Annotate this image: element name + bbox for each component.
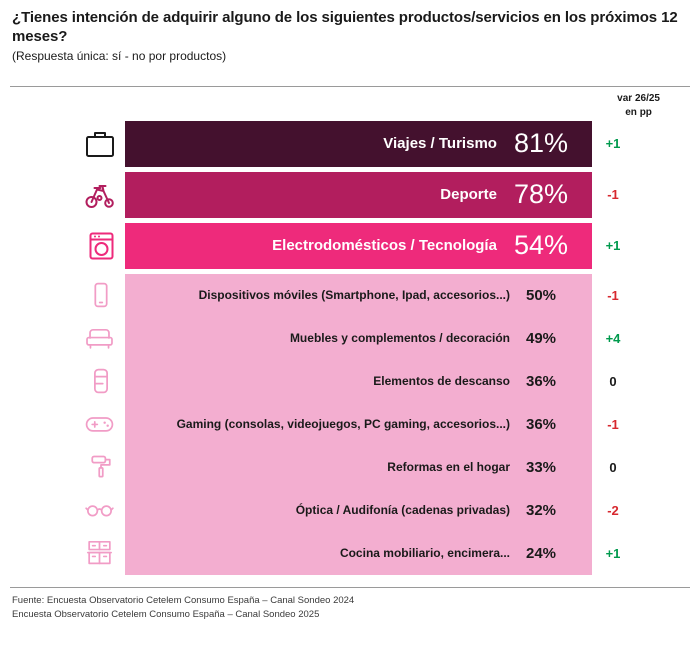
var-value: +4 [605, 330, 621, 346]
bar-row-electrodomesticos: Electrodomésticos / Tecnología 54% +1 [0, 222, 700, 269]
gamepad-icon [0, 403, 125, 446]
mattress-icon [0, 360, 125, 403]
row-value: 36% [526, 415, 557, 433]
row-label: Dispositivos móviles (Smartphone, Ipad, … [198, 288, 510, 302]
bar-value: 54% [513, 230, 568, 260]
row-value: 24% [526, 544, 557, 562]
bar-chart: Viajes / Turismo 81% +1 Deporte 78% -1 [0, 120, 700, 575]
row-value: 49% [526, 329, 557, 347]
bar-row-viajes-turismo: Viajes / Turismo 81% +1 [0, 120, 700, 167]
header: ¿Tienes intención de adquirir alguno de … [0, 0, 700, 63]
bar-deporte: Deporte 78% [125, 171, 592, 218]
top-divider [10, 85, 690, 87]
source-line-2: Encuesta Observatorio Cetelem Consumo Es… [12, 608, 320, 620]
exercise-bike-icon [0, 172, 125, 218]
bar-electrodomesticos: Electrodomésticos / Tecnología 54% [125, 222, 592, 269]
var-value: +1 [605, 545, 621, 561]
washing-machine-icon [0, 223, 125, 269]
suitcase-icon [0, 121, 125, 167]
paint-roller-icon [0, 446, 125, 489]
var-column: -1 +4 0 -1 0 -2 +1 [592, 274, 634, 575]
source-footer: Fuente: Encuesta Observatorio Cetelem Co… [0, 588, 700, 623]
var-column-header: var 26/25 en pp [617, 93, 660, 118]
page-subtitle: (Respuesta única: sí - no por productos) [12, 48, 227, 63]
bar-value: 78% [513, 179, 568, 209]
bar-label: Electrodomésticos / Tecnología [272, 237, 497, 254]
bottom-divider [10, 586, 690, 588]
var-value: +1 [605, 238, 621, 253]
source-line-1: Fuente: Encuesta Observatorio Cetelem Co… [12, 594, 355, 606]
var-value: -1 [607, 187, 619, 202]
bar-viajes-turismo: Viajes / Turismo 81% [125, 120, 592, 167]
row-value: 50% [526, 286, 557, 304]
row-label: Gaming (consolas, videojuegos, PC gaming… [176, 417, 510, 431]
panel-row-dispositivos-moviles: Dispositivos móviles (Smartphone, Ipad, … [125, 274, 592, 317]
var-value: -1 [607, 416, 619, 432]
bar-value: 81% [513, 128, 568, 158]
row-label: Cocina mobiliario, encimera... [339, 546, 510, 560]
light-pink-panel: Dispositivos móviles (Smartphone, Ipad, … [125, 273, 592, 575]
row-label: Muebles y complementos / decoración [289, 331, 510, 345]
var-value: 0 [609, 373, 617, 389]
row-label: Elementos de descanso [373, 374, 510, 388]
glasses-icon [0, 489, 125, 532]
icon-column [0, 274, 125, 575]
bar-label: Deporte [440, 186, 497, 203]
var-value: -2 [607, 502, 619, 518]
var-value: 0 [609, 459, 617, 475]
bar-row-deporte: Deporte 78% -1 [0, 171, 700, 218]
panel-row-reformas: Reformas en el hogar 33% [125, 446, 592, 489]
panel-row-optica: Óptica / Audifonía (cadenas privadas) 32… [125, 489, 592, 532]
var-value: -1 [607, 287, 619, 303]
var-value: +1 [605, 136, 621, 151]
row-value: 33% [526, 458, 557, 476]
panel-row-gaming: Gaming (consolas, videojuegos, PC gaming… [125, 403, 592, 446]
smartphone-icon [0, 274, 125, 317]
panel-row-cocina: Cocina mobiliario, encimera... 24% [125, 532, 592, 575]
row-label: Reformas en el hogar [387, 460, 510, 474]
panel-row-muebles: Muebles y complementos / decoración 49% [125, 317, 592, 360]
row-value: 32% [526, 501, 557, 519]
page-title: ¿Tienes intención de adquirir alguno de … [12, 9, 678, 45]
row-value: 36% [526, 372, 557, 390]
sofa-icon [0, 317, 125, 360]
bar-label: Viajes / Turismo [383, 135, 497, 152]
secondary-products-section: Dispositivos móviles (Smartphone, Ipad, … [0, 273, 700, 575]
panel-row-descanso: Elementos de descanso 36% [125, 360, 592, 403]
row-label: Óptica / Audifonía (cadenas privadas) [295, 503, 510, 517]
kitchen-cabinet-icon [0, 532, 125, 575]
